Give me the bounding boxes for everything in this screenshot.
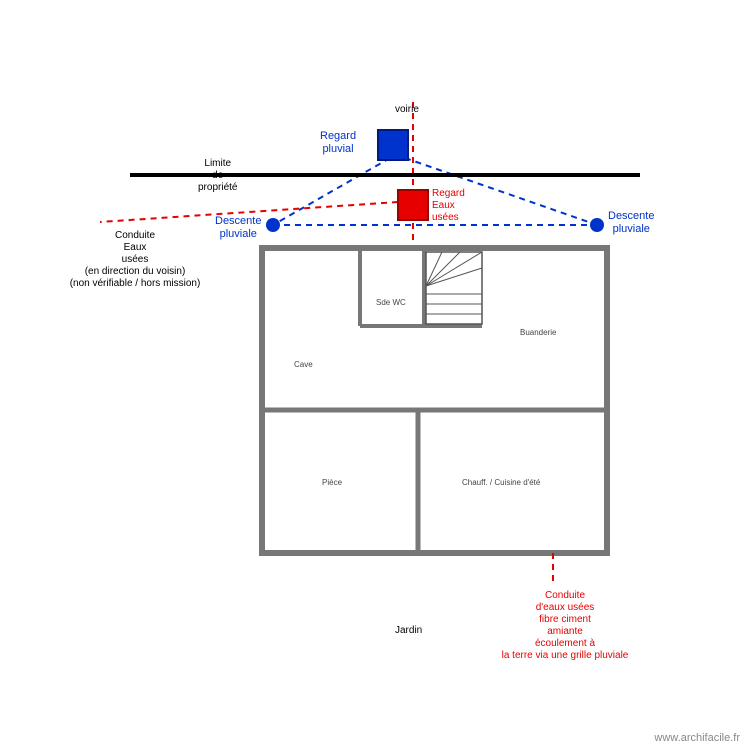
descente-pluviale-right-label: Descente pluviale <box>608 210 654 236</box>
regard-pluvial-label: Regard pluvial <box>320 130 356 156</box>
watermark: www.archifacile.fr <box>654 732 740 744</box>
regard-eaux-usees-label: Regard Eaux usées <box>432 188 465 224</box>
stairs-outline <box>426 252 482 324</box>
room-buanderie: Buanderie <box>520 328 556 337</box>
room-sde-wc: Sde WC <box>376 298 406 307</box>
room-chauff-cuisine: Chauff. / Cuisine d'été <box>462 478 540 487</box>
descente-dot-right <box>590 218 604 232</box>
regard-pluvial-box <box>378 130 408 160</box>
diagram-canvas <box>0 0 750 750</box>
room-piece: Pièce <box>322 478 342 487</box>
conduite-voisin-label: Conduite Eaux usées (en direction du voi… <box>45 230 225 290</box>
voirie-label: voirie <box>395 104 419 116</box>
limite-propriete-label: Limite de propriété <box>198 158 237 194</box>
blue-dash-left <box>273 158 390 225</box>
jardin-label: Jardin <box>395 625 422 637</box>
room-cave: Cave <box>294 360 313 369</box>
regard-eaux-usees-box <box>398 190 428 220</box>
descente-dot-left <box>266 218 280 232</box>
conduite-amiante-label: Conduite d'eaux usées fibre ciment amian… <box>495 590 635 662</box>
